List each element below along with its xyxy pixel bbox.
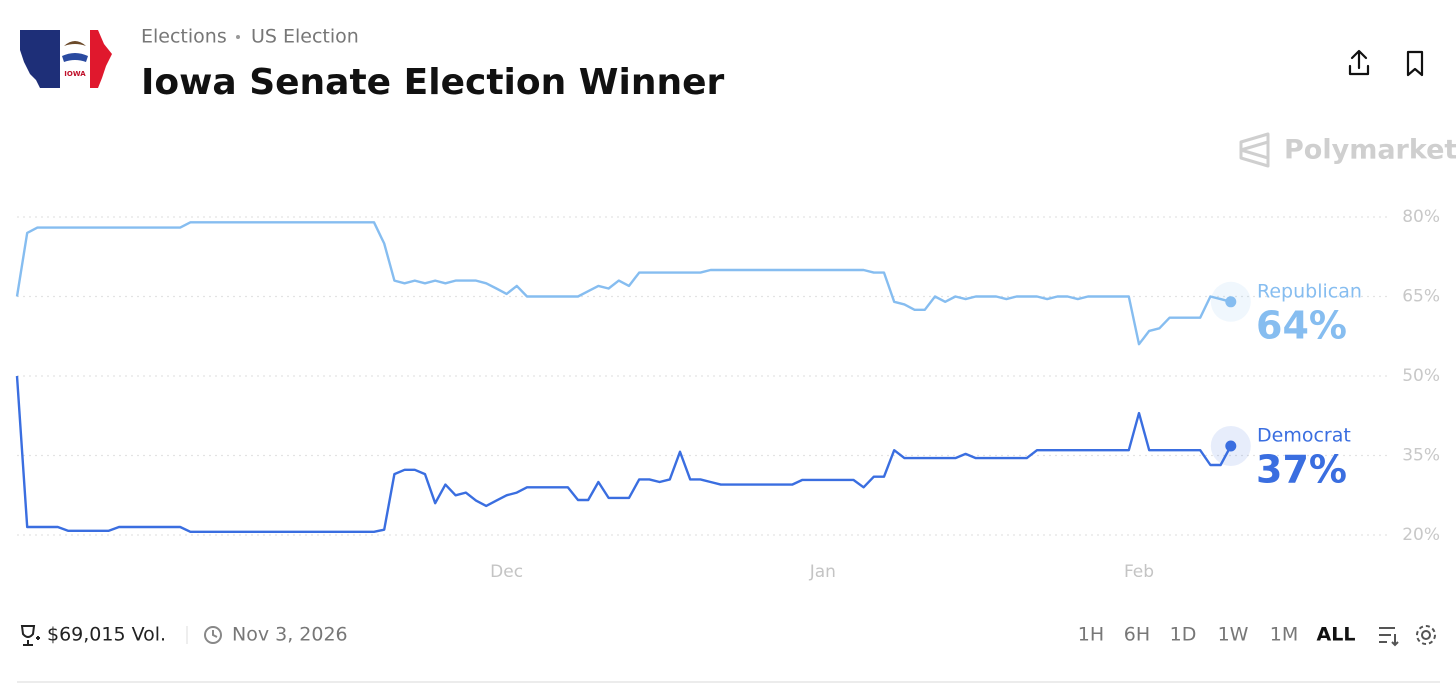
bookmark-icon xyxy=(1406,50,1424,77)
flag-eagle xyxy=(64,41,86,46)
volume: $69,015 Vol. xyxy=(20,624,166,646)
breadcrumb[interactable]: US Election xyxy=(251,26,359,48)
brand-name: Polymarket xyxy=(1284,135,1456,166)
timeframe-option[interactable]: 1H xyxy=(1078,624,1104,646)
series-line xyxy=(15,375,1232,533)
y-tick-label: 50% xyxy=(1402,366,1440,386)
breadcrumb-separator xyxy=(236,35,240,39)
clock-hand xyxy=(212,630,218,638)
chart-options[interactable] xyxy=(1379,625,1436,647)
y-tick-label: 65% xyxy=(1402,287,1440,307)
timeframe-option[interactable]: 1M xyxy=(1270,624,1298,646)
endpoint-marker xyxy=(1225,296,1237,308)
y-tick-label: 35% xyxy=(1402,446,1440,466)
y-tick-label: 20% xyxy=(1402,525,1440,545)
brand-icon xyxy=(1239,132,1270,168)
x-tick-label: Dec xyxy=(490,562,523,582)
trophy-icon xyxy=(20,625,40,646)
x-tick-label: Feb xyxy=(1124,562,1154,582)
flag-blue xyxy=(20,30,60,88)
volume-text: $69,015 Vol. xyxy=(47,624,166,646)
date-text: Nov 3, 2026 xyxy=(232,624,348,646)
flag-ribbon xyxy=(62,53,88,62)
page-title: Iowa Senate Election Winner xyxy=(141,62,724,103)
endpoint-marker xyxy=(1225,440,1237,452)
timeframe-option[interactable]: 1D xyxy=(1170,624,1197,646)
series-line xyxy=(15,221,1232,346)
flag-text: IOWA xyxy=(64,70,86,78)
timeframe-option[interactable]: ALL xyxy=(1317,624,1356,646)
breadcrumb[interactable]: Elections xyxy=(141,26,227,48)
settings-icon xyxy=(1421,630,1431,640)
end-date: Nov 3, 2026 xyxy=(204,624,348,646)
settings-icon-ring xyxy=(1416,625,1436,645)
share-icon xyxy=(1348,49,1370,76)
y-tick-label: 80% xyxy=(1402,207,1440,227)
timeframe-selector: 1H 6H 1D 1W 1M ALL xyxy=(1078,624,1356,646)
sort-icon xyxy=(1379,627,1399,647)
timeframe-option[interactable]: 1W xyxy=(1218,624,1249,646)
brand-logo xyxy=(1239,132,1270,168)
legend-label: Republican xyxy=(1257,280,1362,302)
bookmark-button[interactable] xyxy=(1406,50,1424,77)
clock-icon xyxy=(204,626,222,644)
x-tick-label: Jan xyxy=(809,562,836,582)
legend-label: Democrat xyxy=(1257,424,1351,446)
timeframe-option[interactable]: 6H xyxy=(1124,624,1150,646)
flag: IOWA xyxy=(20,30,112,88)
share-button[interactable] xyxy=(1348,49,1370,76)
current-value: 37% xyxy=(1256,447,1347,491)
flag-red xyxy=(90,30,112,88)
current-value: 64% xyxy=(1256,303,1347,347)
